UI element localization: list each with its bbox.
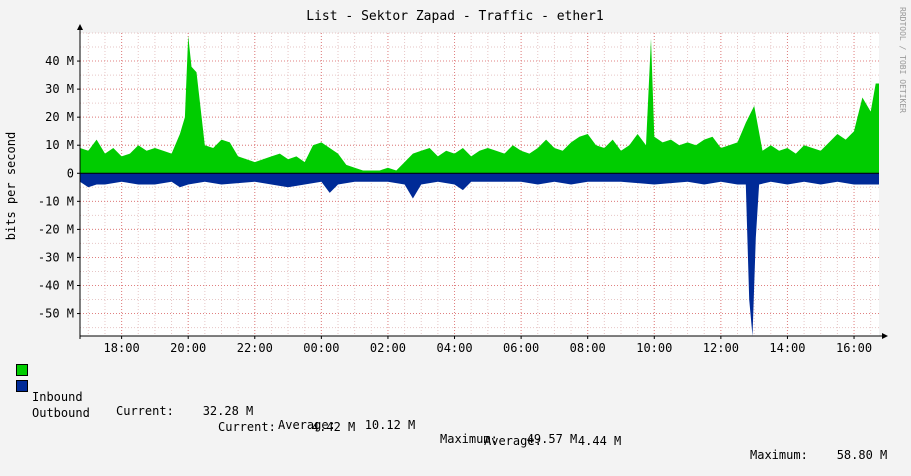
x-tick-label: 08:00	[570, 341, 606, 355]
x-tick-label: 12:00	[703, 341, 739, 355]
y-tick-label: -10 M	[38, 194, 74, 208]
rrdtool-watermark: RRDTOOL / TOBI OETIKER	[898, 7, 907, 113]
outbound-maximum: Maximum: 58.80 M	[750, 448, 888, 462]
y-tick-label: -30 M	[38, 250, 74, 264]
outbound-name: Outbound	[32, 406, 90, 420]
y-tick-label: -20 M	[38, 222, 74, 236]
x-tick-label: 06:00	[503, 341, 539, 355]
y-axis-label: bits per second	[4, 132, 18, 240]
y-axis-arrow	[77, 24, 83, 30]
x-tick-label: 18:00	[104, 341, 140, 355]
series-areas	[80, 35, 879, 336]
y-tick-label: 20 M	[45, 110, 74, 124]
x-tick-label: 16:00	[836, 341, 872, 355]
chart-svg: 40 M 30 M 20 M 10 M 0 -10 M -20 M -30 M -40 M -50…	[4, 7, 907, 355]
y-tick-labels: 40 M 30 M 20 M 10 M 0 -10 M -20 M -30 M -40 M -50…	[38, 54, 80, 321]
y-tick-label: 40 M	[45, 54, 74, 68]
chart-title: List - Sektor Zapad - Traffic - ether1	[306, 9, 603, 24]
axes	[77, 24, 888, 339]
x-tick-labels: 18:00 20:00 22:00 00:00 02:00 04:00 06:00 08:00…	[104, 336, 872, 355]
y-tick-label: 0	[67, 166, 74, 180]
x-axis-arrow	[882, 333, 888, 339]
x-tick-label: 10:00	[636, 341, 672, 355]
outbound-swatch	[16, 380, 28, 392]
y-tick-label: 30 M	[45, 82, 74, 96]
legend-outbound: Outbound Current: 4.42 M Average: 4.44 M…	[0, 378, 911, 476]
plot-area	[80, 33, 879, 336]
x-tick-label: 20:00	[170, 341, 206, 355]
outbound-average: Average: 4.44 M	[484, 434, 622, 448]
x-tick-label: 00:00	[303, 341, 339, 355]
x-tick-label: 02:00	[370, 341, 406, 355]
x-tick-label: 04:00	[436, 341, 472, 355]
y-tick-label: 10 M	[45, 138, 74, 152]
inbound-swatch	[16, 364, 28, 376]
traffic-graph: 40 M 30 M 20 M 10 M 0 -10 M -20 M -30 M -40 M -50…	[4, 7, 907, 462]
series-area-inbound	[80, 35, 879, 174]
x-tick-label: 14:00	[769, 341, 805, 355]
outbound-current: Current: 4.42 M	[218, 420, 356, 434]
y-tick-label: -50 M	[38, 307, 74, 321]
y-tick-label: -40 M	[38, 279, 74, 293]
x-tick-label: 22:00	[237, 341, 273, 355]
